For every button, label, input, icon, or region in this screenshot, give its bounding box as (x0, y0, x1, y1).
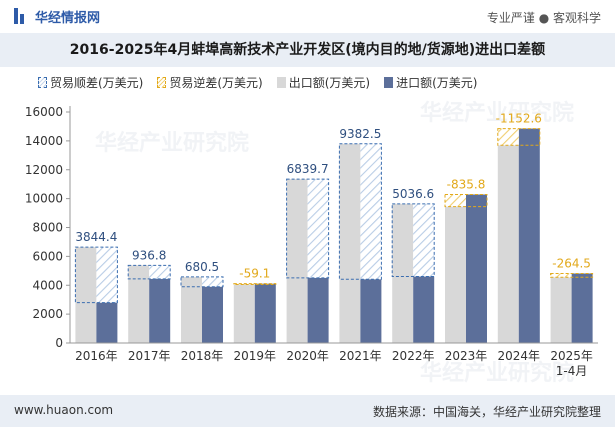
surplus-outline (338, 143, 382, 280)
y-tick-label: 0 (55, 336, 63, 350)
export-bar (550, 277, 572, 343)
balance-value-label: 680.5 (185, 260, 219, 274)
x-tick-label: 2021年 (339, 349, 382, 363)
x-axis: 2016年 2017年 2018年 2019年 2020年 2021年 2022年 2023年… (70, 342, 598, 378)
watermark: 华经产业研究院 (95, 131, 250, 156)
slogan: 专业严谨 ● 客观科学 (486, 11, 601, 25)
export-bar (445, 206, 466, 343)
brand-logo[interactable]: 华经情报网 (14, 6, 100, 26)
x-tick-label: 2020年 (286, 349, 329, 363)
balance-value-label: -59.1 (239, 267, 270, 281)
y-tick-label: 8000 (32, 221, 63, 235)
surplus-outline (391, 203, 435, 278)
deficit-outline (550, 272, 594, 278)
import-bar (149, 278, 171, 343)
bar-chart: 0 2000 4000 6000 8000 10000 12000 14000 16000 20… (25, 105, 598, 378)
legend-surplus: 贸易顺差(万美元) (38, 74, 143, 91)
export-bar (75, 247, 97, 343)
x-tick-label: 2024年 (498, 349, 541, 363)
x-tick-label: 2025年 1-4月 (550, 349, 593, 378)
legend-export: 出口额(万美元) (276, 74, 371, 91)
import-bar (254, 283, 276, 343)
export-bar (339, 143, 361, 343)
deficit-hatch (497, 128, 519, 146)
deficit-hatch (445, 194, 466, 207)
import-bar (307, 277, 329, 343)
y-tick-label: 12000 (25, 163, 63, 177)
surplus-outline (74, 246, 118, 304)
surplus-hatch (149, 265, 171, 279)
balance-value-label: -1152.6 (496, 112, 542, 126)
y-tick-label: 16000 (25, 105, 63, 119)
balance-value-label: 6839.7 (287, 162, 329, 176)
legend-deficit-label: 贸易逆差(万美元) (169, 75, 263, 90)
y-axis: 0 2000 4000 6000 8000 10000 12000 14000 16000 (25, 105, 71, 350)
import-bar (413, 276, 435, 343)
chart-title: 2016-2025年4月蚌埠高新技术产业开发区(境内目的地/货源地)进出口差额 (69, 42, 546, 58)
x-tick-label: 2016年 (75, 349, 118, 363)
legend-import: 进口额(万美元) (384, 74, 478, 91)
legend-deficit-swatch (157, 76, 167, 88)
balance-value-label: 3844.4 (75, 230, 117, 244)
balance-value-label: -264.5 (552, 256, 591, 270)
import-bar (202, 286, 223, 343)
legend-deficit: 贸易逆差(万美元) (157, 74, 263, 91)
import-bar (466, 194, 487, 343)
watermark: 华经产业研究院 (420, 361, 575, 386)
balance-value-label: 9382.5 (339, 127, 381, 141)
export-bar (181, 276, 202, 343)
brand-name: 华经情报网 (35, 10, 101, 26)
data-source: 数据来源：中国海关，华经产业研究院整理 (372, 405, 601, 419)
surplus-hatch (96, 247, 118, 303)
legend-import-label: 进口额(万美元) (396, 75, 478, 90)
y-tick-label: 2000 (32, 307, 63, 321)
website-link[interactable]: www.huaon.com (14, 403, 114, 417)
surplus-outline (286, 178, 330, 279)
surplus-outline (180, 276, 224, 288)
export-bar (497, 145, 519, 343)
export-bar (392, 203, 414, 343)
x-tick-label: 2017年 (128, 349, 171, 363)
surplus-outline (127, 264, 171, 280)
import-bar (571, 273, 593, 343)
legend-surplus-label: 贸易顺差(万美元) (50, 75, 144, 90)
export-bar (233, 284, 255, 343)
deficit-outline (497, 128, 541, 146)
legend-import-swatch (384, 76, 394, 88)
balance-value-label: 936.8 (132, 248, 166, 262)
deficit-outline (444, 193, 488, 208)
legend-export-label: 出口额(万美元) (288, 75, 371, 90)
export-bar (286, 179, 308, 343)
surplus-hatch (202, 276, 223, 287)
import-bar (518, 128, 540, 343)
chart-legend: 贸易顺差(万美元) 贸易逆差(万美元) 出口额(万美元) 进口额(万美元) (38, 72, 492, 92)
export-bar (128, 265, 150, 343)
legend-surplus-swatch (38, 76, 47, 88)
deficit-outline (233, 283, 277, 286)
surplus-hatch (307, 179, 329, 278)
balance-value-label: 5036.6 (392, 187, 434, 201)
import-bar (96, 302, 118, 343)
footer: www.huaon.com 数据来源：中国海关，华经产业研究院整理 (0, 395, 615, 427)
top-bar: 华经情报网 专业严谨 ● 客观科学 (0, 0, 615, 33)
y-tick-label: 4000 (32, 278, 63, 292)
balance-value-label: -835.8 (447, 177, 486, 191)
surplus-hatch (360, 143, 382, 280)
y-tick-label: 6000 (32, 249, 63, 263)
legend-export-swatch (276, 76, 286, 88)
y-tick-label: 14000 (25, 134, 63, 148)
surplus-hatch (413, 203, 435, 277)
import-bar (360, 279, 382, 343)
x-tick-label: 2018年 (181, 349, 224, 363)
x-tick-label: 2022年 (392, 349, 435, 363)
x-tick-label: 2019年 (234, 349, 277, 363)
deficit-hatch (550, 273, 572, 278)
x-tick-label: 2023年 (445, 349, 488, 363)
watermark: 华经产业研究院 (420, 101, 575, 126)
title-bar: 2016-2025年4月蚌埠高新技术产业开发区(境内目的地/货源地)进出口差额 (0, 33, 615, 67)
brand-icon (14, 8, 28, 24)
y-tick-label: 10000 (25, 192, 63, 206)
bars (74, 128, 594, 343)
